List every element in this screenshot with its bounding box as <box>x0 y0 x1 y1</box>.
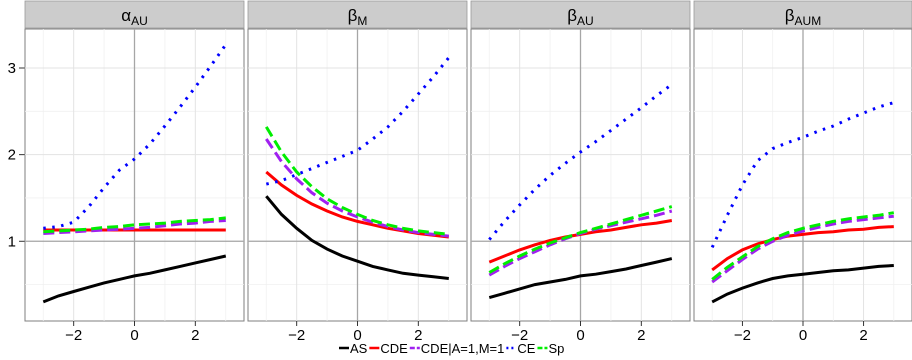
x-tick-label: 0 <box>130 327 138 344</box>
legend: AS CDE CDE|A=1,M=1 CE Sp <box>339 341 564 356</box>
legend-label-cde: CDE <box>380 341 408 356</box>
x-tick-label: 2 <box>414 327 422 344</box>
panel-title-symbol: β <box>785 6 795 25</box>
x-tick-label: 0 <box>799 327 807 344</box>
panel-strip <box>24 0 245 29</box>
y-tick-label: 3 <box>8 60 16 77</box>
y-tick-label: 2 <box>8 147 16 164</box>
series-line-as <box>711 264 894 304</box>
panel-title-symbol: β <box>567 6 577 25</box>
x-tick-label: 0 <box>576 327 584 344</box>
panel-title: αAU <box>121 6 148 28</box>
panel-title-subscript: AU <box>131 14 148 28</box>
x-tick-label: 2 <box>191 327 199 344</box>
series-line-ce <box>265 56 450 186</box>
panel-3: βAU −2 0 2 <box>470 0 691 344</box>
panel-strip <box>693 0 912 29</box>
panel-title-symbol: α <box>121 6 131 25</box>
series-line-ce <box>43 43 228 230</box>
panel-2: βM −2 0 2 <box>247 0 468 344</box>
x-tick-label: −2 <box>288 327 305 344</box>
panel-4: βAUM −2 0 2 <box>693 0 912 344</box>
panel-title-subscript: M <box>357 14 367 28</box>
y-tick-label: 1 <box>8 233 16 250</box>
series-line-cde-a-1-m-1 <box>43 219 226 235</box>
series-line-ce <box>488 83 673 241</box>
panel-1: αAU −2 0 2 <box>24 0 245 344</box>
x-tick-label: 2 <box>637 327 645 344</box>
legend-label-sp: Sp <box>548 341 564 356</box>
panel-strip <box>470 0 691 29</box>
panel-title-subscript: AU <box>577 14 594 28</box>
panel-title-symbol: β <box>348 6 358 25</box>
panel-title-subscript: AUM <box>795 14 822 28</box>
series-line-sp <box>711 211 895 281</box>
x-tick-label: 2 <box>859 327 867 344</box>
legend-label-ce: CE <box>517 341 535 356</box>
x-tick-label: 0 <box>353 327 361 344</box>
series-line-as <box>488 257 673 300</box>
panel-strip <box>247 0 468 29</box>
series-line-sp <box>265 126 449 236</box>
x-tick-label: −2 <box>734 327 751 344</box>
series-line-as <box>265 195 449 280</box>
legend-label-as: AS <box>350 341 368 356</box>
series-line-cde-a-1-m-1 <box>711 214 894 284</box>
series-line-as <box>42 254 227 304</box>
panel-title: βAUM <box>785 6 821 28</box>
legend-label-cde-a-1-m-1: CDE|A=1,M=1 <box>421 341 505 356</box>
panel-title: βAU <box>567 6 593 28</box>
x-tick-label: −2 <box>511 327 528 344</box>
series-line-cde-a-1-m-1 <box>265 138 449 238</box>
panel-title: βM <box>348 6 368 28</box>
x-tick-label: −2 <box>65 327 82 344</box>
series-line-sp <box>488 205 673 274</box>
series-line-sp <box>43 216 226 234</box>
series-line-cde <box>711 225 894 272</box>
